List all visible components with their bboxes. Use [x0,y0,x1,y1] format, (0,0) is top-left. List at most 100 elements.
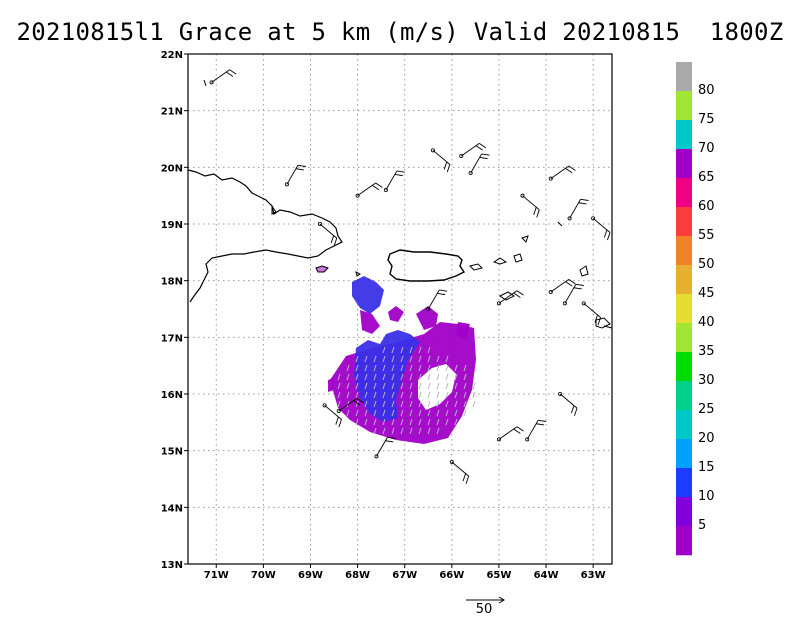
vector-arrow [418,391,422,399]
barb-station [430,148,435,153]
barb-flag [338,419,342,428]
vector-arrow [364,391,368,399]
barb-flag [565,167,573,174]
vector-arrow [436,391,440,399]
vector-arrow [409,373,413,381]
vector-arrow [400,427,404,435]
vector-arrow [409,346,413,354]
vector-arrow [454,409,458,417]
wind-barb [525,419,547,442]
colorbar-label: 10 [698,489,715,504]
vector-arrow [472,382,476,390]
barb-station [581,301,586,306]
barb-station [459,153,464,158]
vector-arrow [418,409,422,417]
vector-arrow [454,364,458,372]
barb-station [525,437,530,442]
colorbar-label: 25 [698,402,715,417]
colorbar-label: 5 [698,518,706,533]
vector-arrow [400,391,404,399]
islet-b [579,265,589,277]
vector-arrow [373,373,377,381]
x-tick-label: 70W [251,570,276,581]
vector-arrow [418,364,422,372]
barb-flag [580,198,589,201]
barb-flag [229,69,237,75]
barb-shaft [550,279,570,293]
vector-arrow [463,400,467,408]
barb-flag [533,207,537,215]
vector-arrow [454,391,458,399]
vector-arrow [427,364,431,372]
vector-arrow [373,364,377,372]
vector-arrow [337,373,341,381]
colorbar-label: 35 [698,344,715,359]
wind-barb [520,193,540,218]
vector-arrow [418,373,422,381]
barb-station [496,301,501,306]
wind-barb [336,398,364,413]
barb-shaft [432,149,451,165]
vector-arrow [418,418,422,426]
vector-arrow [400,418,404,426]
y-tick-label: 21N [161,107,183,118]
y-tick-label: 15N [161,447,183,458]
vector-arrow [409,409,413,417]
wind-barb [284,164,306,187]
barb-flag [385,440,394,443]
plot-frame [187,53,613,565]
vector-arrow [436,418,440,426]
vector-arrow [373,382,377,390]
colorbar-segment [676,323,692,353]
vector-arrow [382,355,386,363]
vector-arrow [427,427,431,435]
vector-arrow [409,364,413,372]
wind-barb [459,143,487,158]
wind-barb [562,283,584,306]
barb-flag [465,475,470,484]
wind-barb [548,165,576,181]
colorbar-label: 40 [698,315,715,330]
vector-arrow [454,382,458,390]
vector-arrow [409,391,413,399]
barb-flag [330,235,335,244]
mona-island [355,271,361,277]
vector-arrow [445,355,449,363]
reference-arrow-head [498,596,505,604]
barb-station [567,216,572,221]
vector-arrow [445,364,449,372]
vector-arrow [436,373,440,381]
vector-arrow [418,355,422,363]
vector-arrow [400,346,404,354]
barb-shaft [211,69,230,83]
barb-flag [479,143,487,149]
barb-shaft [451,461,469,477]
barb-flag [439,289,448,292]
vector-arrow [427,409,431,417]
axis-ticks: 71W 70W 69W 68W 67W 66W 65W 64W 63W 13N 14N 15N 16N 1… [161,50,606,581]
vector-arrow [346,391,350,399]
barb-station [209,80,214,85]
vector-arrow [364,418,368,426]
vector-arrow [418,400,422,408]
colorbar-label: 60 [698,199,715,214]
wind-barb [567,198,589,221]
reference-vector: 50 [466,596,505,617]
barb-flag [443,161,448,170]
vector-arrow [373,427,377,435]
vector-arrow [409,355,413,363]
vector-arrow [337,400,341,408]
barb-shaft [427,289,440,310]
barb-flag [356,398,364,404]
colorbar-segment [676,207,692,237]
vector-arrow [436,427,440,435]
vector-arrow [472,400,476,408]
colorbar-segment [676,91,692,121]
wind-barb [355,182,383,198]
wind-speed-shading-5 [388,306,404,322]
wind-speed-shading-3 [352,276,384,314]
barb-flag [295,168,304,171]
vector-arrow [373,400,377,408]
x-tick-label: 65W [486,570,511,581]
